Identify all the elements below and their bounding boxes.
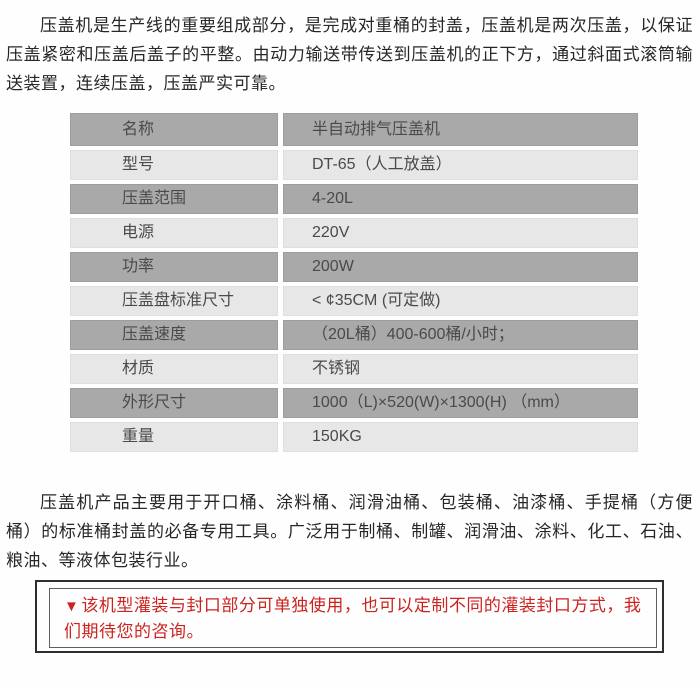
spec-value: 1000（L)×520(W)×1300(H) （mm） <box>283 388 638 418</box>
table-row: 压盖范围 4-20L <box>70 184 638 214</box>
spec-label: 材质 <box>70 354 278 384</box>
usage-paragraph: 压盖机产品主要用于开口桶、涂料桶、润滑油桶、包装桶、油漆桶、手提桶（方便桶）的标… <box>6 493 693 570</box>
table-row: 功率 200W <box>70 252 638 282</box>
notice-text: 该机型灌装与封口部分可单独使用，也可以定制不同的灌装封口方式，我们期待您的咨询。 <box>64 596 642 641</box>
spec-label: 功率 <box>70 252 278 282</box>
table-row: 名称 半自动排气压盖机 <box>70 113 638 146</box>
spec-value: 220V <box>283 218 638 248</box>
table-row: 电源 220V <box>70 218 638 248</box>
spec-label: 压盖盘标准尺寸 <box>70 286 278 316</box>
spec-label: 电源 <box>70 218 278 248</box>
spec-value: 4-20L <box>283 184 638 214</box>
spec-value: 150KG <box>283 422 638 452</box>
table-row: 压盖速度 （20L桶）400-600桶/小时； <box>70 320 638 350</box>
table-row: 材质 不锈钢 <box>70 354 638 384</box>
table-row: 重量 150KG <box>70 422 638 452</box>
notice-box: ▼ 该机型灌装与封口部分可单独使用，也可以定制不同的灌装封口方式，我们期待您的咨询… <box>35 580 664 653</box>
table-row: 外形尺寸 1000（L)×520(W)×1300(H) （mm） <box>70 388 638 418</box>
spec-label: 名称 <box>70 113 278 146</box>
table-row: 型号 DT-65（人工放盖） <box>70 150 638 180</box>
spec-label: 重量 <box>70 422 278 452</box>
triangle-marker-icon: ▼ <box>64 598 80 615</box>
spec-table: 名称 半自动排气压盖机 型号 DT-65（人工放盖） 压盖范围 4-20L 电源… <box>70 113 638 452</box>
spec-label: 型号 <box>70 150 278 180</box>
spec-value: DT-65（人工放盖） <box>283 150 638 180</box>
spec-value: 不锈钢 <box>283 354 638 384</box>
spec-label: 压盖范围 <box>70 184 278 214</box>
spec-value: < ¢35CM (可定做) <box>283 286 638 316</box>
spec-value: （20L桶）400-600桶/小时； <box>283 320 638 350</box>
notice-text-container: ▼ 该机型灌装与封口部分可单独使用，也可以定制不同的灌装封口方式，我们期待您的咨询… <box>49 588 657 648</box>
spec-value: 半自动排气压盖机 <box>283 113 638 146</box>
spec-value: 200W <box>283 252 638 282</box>
spec-label: 外形尺寸 <box>70 388 278 418</box>
spec-label: 压盖速度 <box>70 320 278 350</box>
intro-paragraph: 压盖机是生产线的重要组成部分，是完成对重桶的封盖，压盖机是两次压盖，以保证压盖紧… <box>6 16 693 93</box>
table-row: 压盖盘标准尺寸 < ¢35CM (可定做) <box>70 286 638 316</box>
